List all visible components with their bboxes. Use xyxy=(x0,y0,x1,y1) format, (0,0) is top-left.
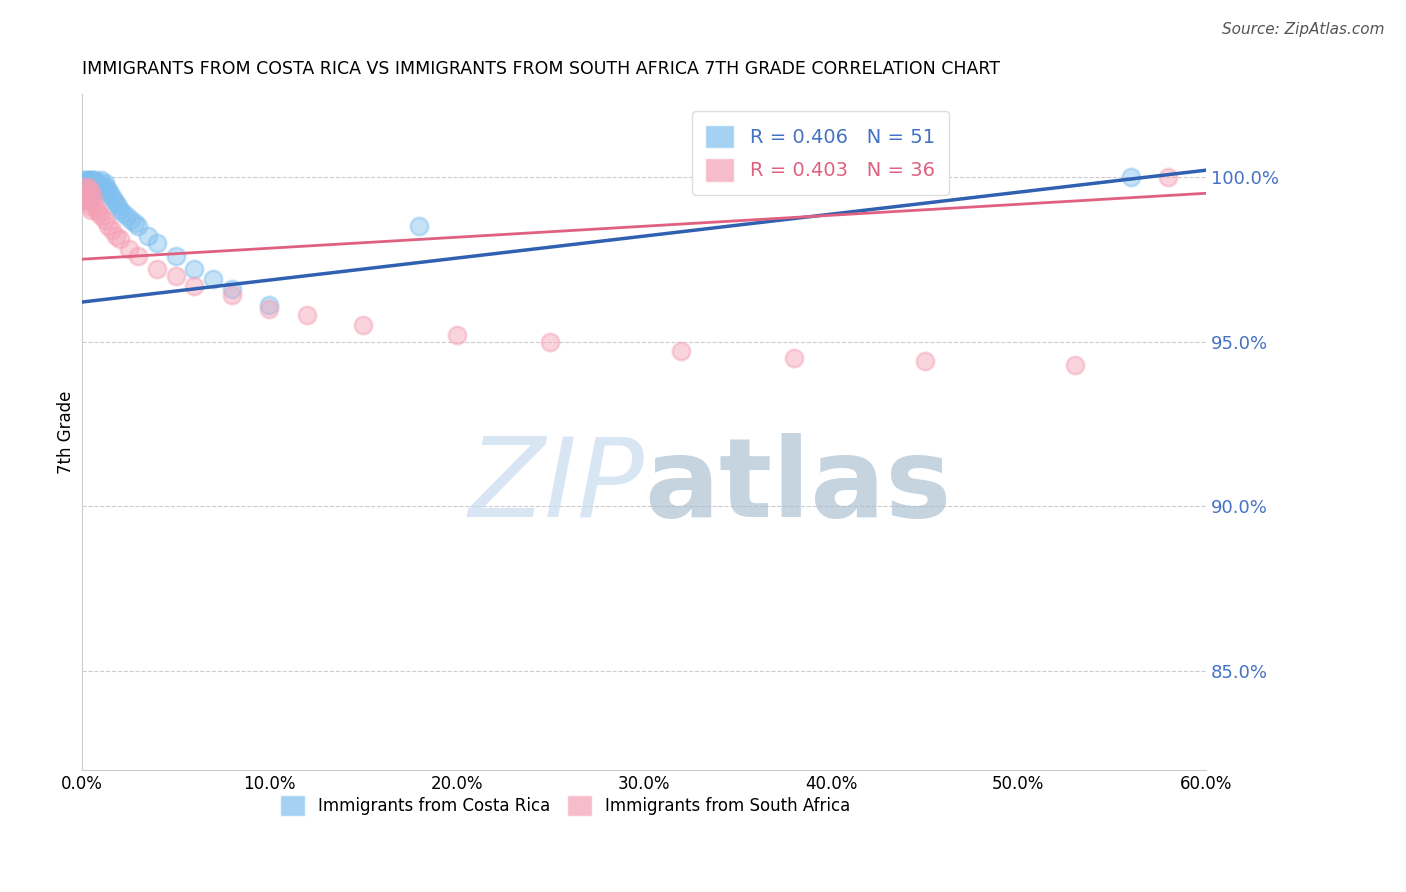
Text: Source: ZipAtlas.com: Source: ZipAtlas.com xyxy=(1222,22,1385,37)
Point xyxy=(80,183,103,197)
Point xyxy=(108,202,131,217)
Point xyxy=(783,351,806,365)
Point xyxy=(87,177,110,191)
Point xyxy=(446,328,468,343)
Point xyxy=(76,179,98,194)
Point xyxy=(108,232,131,246)
Point xyxy=(73,179,96,194)
Point xyxy=(90,179,112,194)
Point xyxy=(98,186,121,201)
Text: ZIP: ZIP xyxy=(468,433,644,540)
Point xyxy=(84,183,107,197)
Point xyxy=(1119,169,1142,184)
Point xyxy=(75,193,97,207)
Point xyxy=(165,268,187,283)
Point xyxy=(104,196,127,211)
Point xyxy=(259,298,281,312)
Point xyxy=(124,216,146,230)
Point xyxy=(146,235,169,250)
Point xyxy=(79,186,101,201)
Point xyxy=(80,173,103,187)
Point xyxy=(93,177,115,191)
Point xyxy=(79,177,101,191)
Point xyxy=(91,179,114,194)
Point xyxy=(82,173,104,187)
Point xyxy=(97,183,120,197)
Point xyxy=(84,173,107,187)
Point xyxy=(127,219,149,234)
Point xyxy=(352,318,374,332)
Point xyxy=(73,173,96,187)
Legend: Immigrants from Costa Rica, Immigrants from South Africa: Immigrants from Costa Rica, Immigrants f… xyxy=(273,789,858,822)
Point xyxy=(259,301,281,316)
Point xyxy=(107,199,129,213)
Point xyxy=(75,189,97,203)
Point xyxy=(120,212,142,227)
Point xyxy=(76,179,98,194)
Point xyxy=(1157,169,1180,184)
Point xyxy=(538,334,561,349)
Point xyxy=(914,354,936,368)
Point xyxy=(73,193,96,207)
Point xyxy=(76,193,98,207)
Point xyxy=(671,344,693,359)
Point xyxy=(96,179,118,194)
Point xyxy=(76,193,98,207)
Point xyxy=(96,186,118,201)
Point xyxy=(202,272,225,286)
Point xyxy=(73,189,96,203)
Point xyxy=(86,202,108,217)
Point xyxy=(79,183,101,197)
Point xyxy=(80,177,103,191)
Point xyxy=(82,189,104,203)
Point xyxy=(221,288,243,302)
Point xyxy=(79,179,101,194)
Point xyxy=(86,183,108,197)
Point xyxy=(295,308,318,322)
Point xyxy=(97,219,120,234)
Point xyxy=(118,243,141,257)
Point xyxy=(84,177,107,191)
Point xyxy=(82,179,104,194)
Point xyxy=(165,249,187,263)
Point xyxy=(408,219,430,234)
Point xyxy=(87,206,110,220)
Point xyxy=(84,199,107,213)
Point xyxy=(183,262,205,277)
Point xyxy=(90,210,112,224)
Point xyxy=(76,177,98,191)
Point xyxy=(146,262,169,277)
Point xyxy=(80,186,103,201)
Point xyxy=(183,278,205,293)
Point xyxy=(115,210,138,224)
Point xyxy=(75,183,97,197)
Point xyxy=(1063,358,1085,372)
Point xyxy=(75,179,97,194)
Point xyxy=(127,249,149,263)
Point xyxy=(112,206,135,220)
Point xyxy=(104,229,127,244)
Point xyxy=(136,229,159,244)
Point xyxy=(79,173,101,187)
Point xyxy=(79,199,101,213)
Text: atlas: atlas xyxy=(644,433,952,540)
Point xyxy=(101,222,124,236)
Point xyxy=(221,282,243,296)
Text: IMMIGRANTS FROM COSTA RICA VS IMMIGRANTS FROM SOUTH AFRICA 7TH GRADE CORRELATION: IMMIGRANTS FROM COSTA RICA VS IMMIGRANTS… xyxy=(82,60,1000,78)
Point xyxy=(86,177,108,191)
Y-axis label: 7th Grade: 7th Grade xyxy=(58,391,75,474)
Point xyxy=(75,173,97,187)
Point xyxy=(101,189,124,203)
Point xyxy=(90,173,112,187)
Point xyxy=(103,193,125,207)
Point xyxy=(93,212,115,227)
Point xyxy=(80,202,103,217)
Point xyxy=(76,173,98,187)
